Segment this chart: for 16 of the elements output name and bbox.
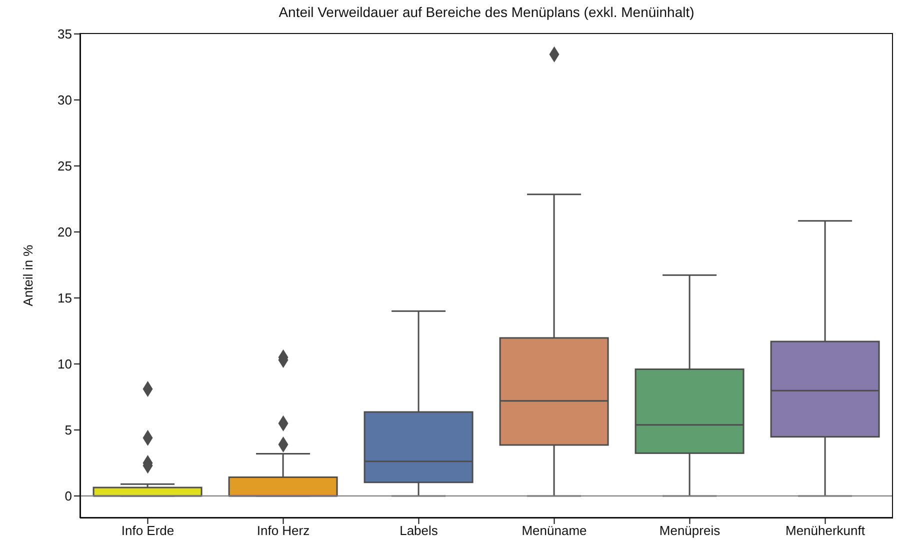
y-tick-label: 25 (58, 158, 72, 174)
x-tick-label: Info Herz (256, 523, 310, 538)
y-tick-label: 10 (58, 356, 72, 372)
y-tick-label: 30 (58, 92, 72, 108)
y-tick-label: 15 (58, 290, 72, 306)
x-tick-label: Menüpreis (659, 523, 721, 538)
y-tick-label: 35 (58, 26, 72, 42)
y-tick-label: 20 (58, 224, 72, 240)
x-tick-label: Labels (400, 523, 438, 538)
x-tick-label: Info Erde (121, 523, 174, 538)
y-tick-label: 0 (64, 488, 72, 504)
x-tick-label: Menüherkunft (786, 523, 866, 538)
y-axis-title: Anteil in % (20, 244, 36, 306)
y-tick-label: 5 (64, 422, 72, 438)
chart-title: Anteil Verweildauer auf Bereiche des Menüplans (exkl. Menüinhalt) (278, 4, 696, 20)
x-tick-label: Menüname (522, 523, 587, 538)
